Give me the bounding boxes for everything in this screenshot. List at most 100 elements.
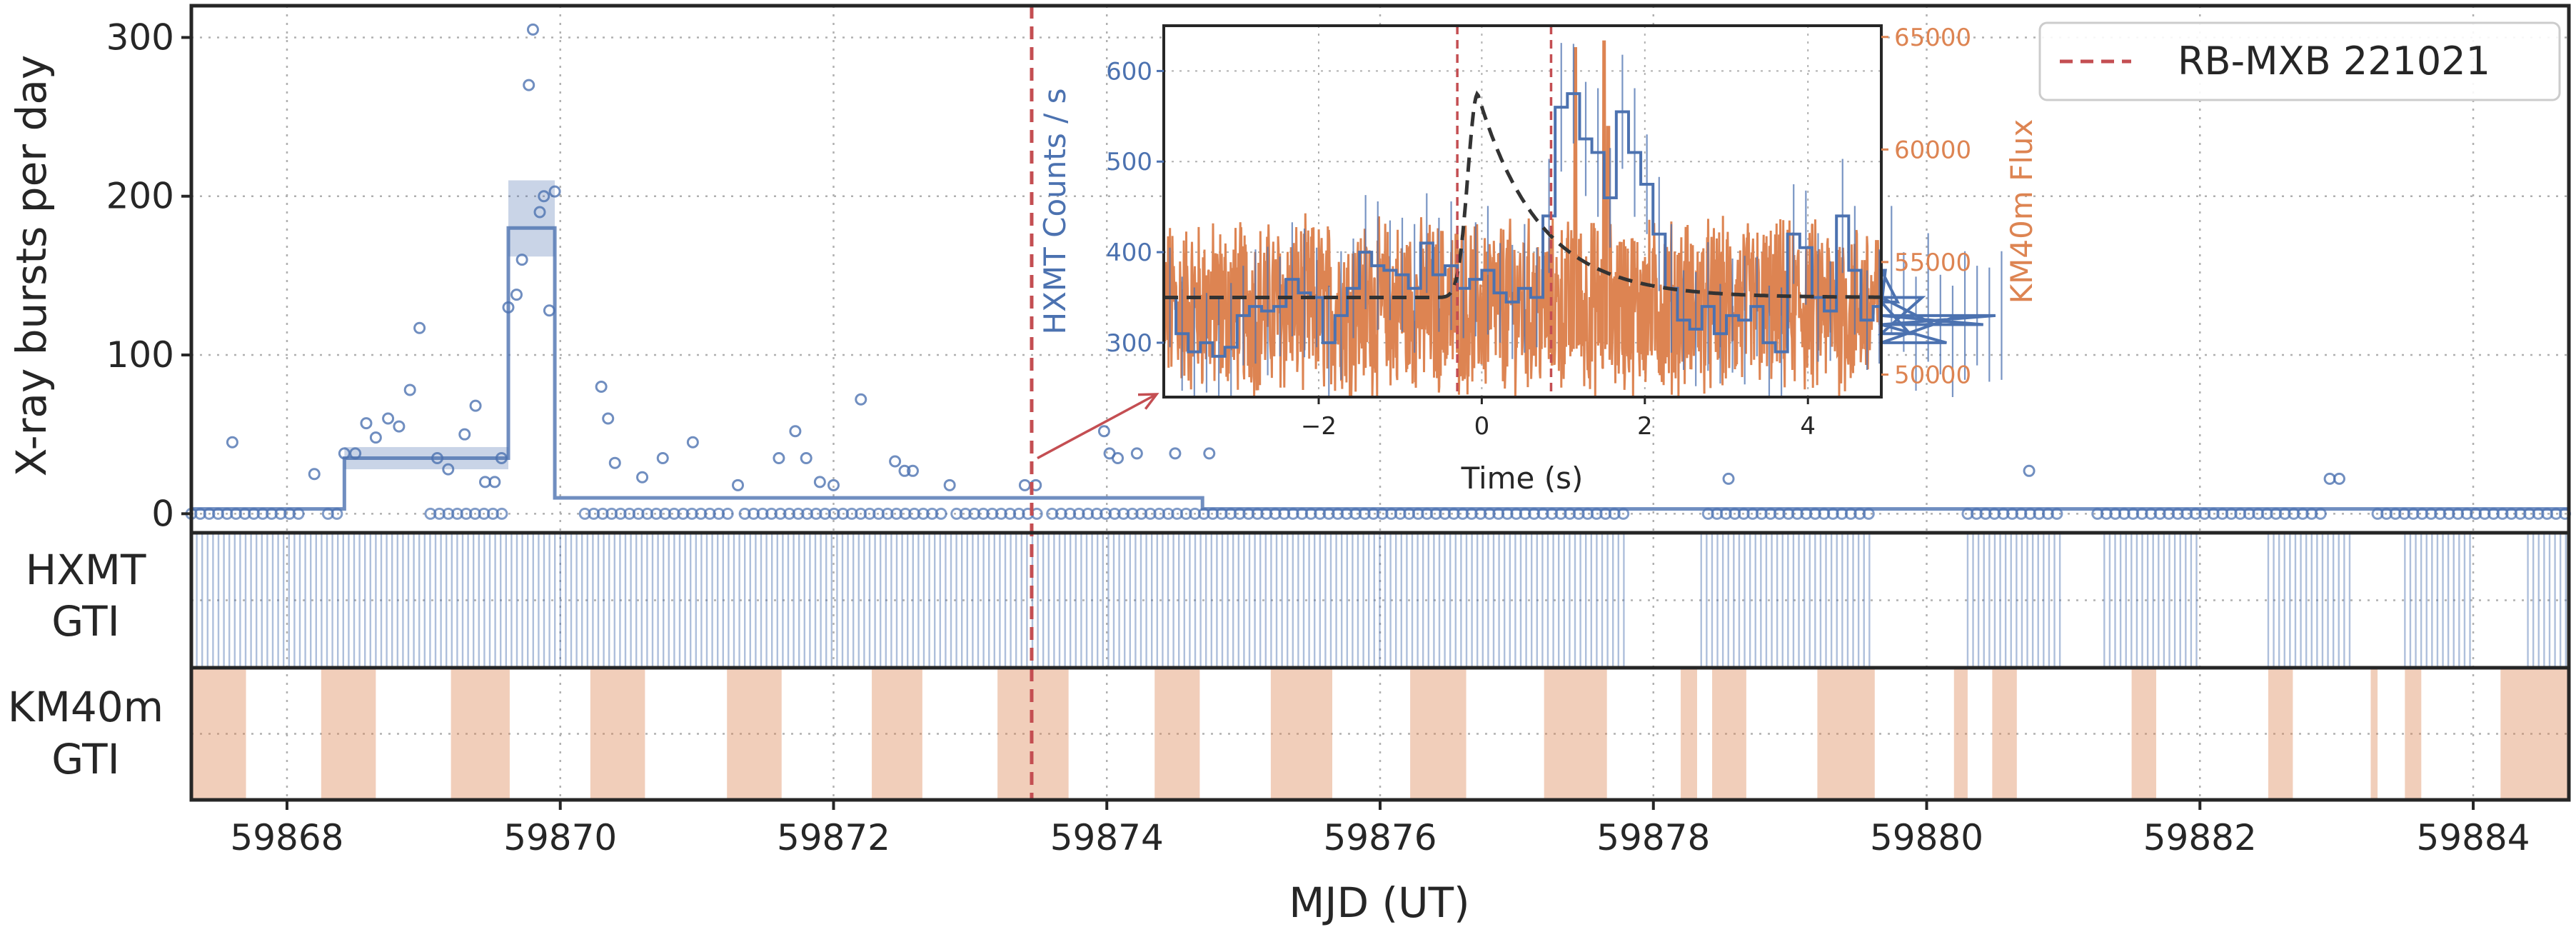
burst-point-21	[526, 23, 539, 36]
burst-point-42	[943, 478, 956, 491]
y-tick-label-2: 200	[106, 176, 174, 217]
x-tick-label-3: 59874	[1050, 817, 1164, 858]
burst-point-37	[827, 478, 840, 491]
burst-point-19	[515, 254, 528, 266]
burst-point-8	[403, 384, 416, 396]
inset-yr-tick-label-1: 55000	[1894, 249, 1971, 277]
y-tick-label-3: 300	[106, 16, 174, 58]
inset-yl-tick-label-1: 400	[1106, 239, 1152, 267]
burst-point-41	[906, 464, 919, 477]
inset-axis-ticks: −2 0 2 4 300 400 500 600 50000 55000 60000 65000	[1106, 24, 1971, 441]
burst-point-52	[2023, 464, 2036, 477]
hxmt-gti-label-line2: GTI	[51, 597, 119, 646]
km40m-gti-interval-11	[1681, 669, 1697, 798]
km40m-gti-interval-10	[1544, 669, 1607, 798]
burst-point-9	[413, 321, 426, 334]
km40m-gti-interval-4	[727, 669, 782, 798]
x-tick-label-8: 59884	[2417, 817, 2530, 858]
burst-point-7	[393, 420, 406, 433]
km40m-gti-interval-8	[1270, 669, 1333, 798]
x-tick-label-6: 59880	[1870, 817, 1983, 858]
burst-rate-step-line	[191, 226, 2569, 511]
inset-x-tick-label-0: −2	[1301, 412, 1337, 441]
burst-point-1	[308, 468, 321, 481]
x-tick-label-5: 59878	[1596, 817, 1710, 858]
inset-x-tick-label-3: 4	[1800, 412, 1816, 441]
burst-point-12	[458, 428, 471, 441]
burst-point-35	[800, 452, 812, 465]
burst-point-26	[595, 380, 608, 393]
burst-point-49	[1169, 447, 1182, 460]
burst-point-4	[360, 417, 373, 430]
burst-point-27	[602, 412, 615, 425]
km40m-gti-interval-16	[2131, 669, 2157, 798]
burst-point-20	[523, 79, 535, 91]
burst-point-34	[789, 425, 802, 438]
burst-point-48	[1130, 447, 1143, 460]
burst-point-32	[732, 478, 745, 491]
zero-burst-point-23	[495, 507, 508, 520]
km40m-gti-interval-14	[1953, 669, 1968, 798]
burst-point-13	[469, 399, 482, 412]
burst-point-28	[608, 456, 621, 469]
burst-point-5	[369, 431, 382, 444]
legend: RB-MXB 221021	[2038, 21, 2561, 101]
burst-point-40	[898, 464, 911, 477]
zero-burst-point-63	[935, 507, 947, 520]
inset-yr-tick-label-3: 65000	[1894, 24, 1971, 52]
burst-point-22	[533, 206, 546, 219]
km40m-gti-interval-18	[2370, 669, 2378, 798]
burst-model-curve	[1164, 90, 1881, 299]
inset-burst-lightcurve: −2 0 2 4 300 400 500 600 50000 55000 60000 65000 Ti…	[1037, 24, 2039, 496]
burst-point-54	[2333, 472, 2345, 485]
inset-yr-tick-label-0: 50000	[1894, 361, 1971, 389]
hxmt-gti-bands	[190, 534, 2567, 666]
x-tick-label-2: 59872	[777, 817, 890, 858]
km40m-gti-interval-19	[2405, 669, 2422, 798]
km40m-gti-interval-7	[1154, 669, 1200, 798]
burst-point-24	[543, 304, 555, 317]
inset-yl-tick-label-0: 300	[1106, 329, 1152, 358]
km40m-gti-interval-20	[2500, 669, 2569, 798]
inset-marker-lines	[1456, 26, 1553, 397]
burst-rate-uncertainty-bands	[344, 180, 555, 470]
inset-right-y-axis-label: KM40m Flux	[2004, 119, 2039, 304]
mjd-x-axis-label: MJD (UT)	[1289, 878, 1469, 927]
km40m-gti-interval-9	[1410, 669, 1466, 798]
burst-point-29	[636, 471, 649, 483]
km40m-gti-interval-15	[1992, 669, 2017, 798]
x-tick-label-4: 59876	[1323, 817, 1437, 858]
burst-point-0	[226, 436, 238, 449]
burst-point-45	[1097, 425, 1110, 438]
inset-pointer-arrowhead	[1137, 393, 1159, 410]
hxmt-gti-label-line1: HXMT	[26, 546, 146, 594]
burst-point-36	[813, 476, 826, 488]
panel-frame-2	[189, 666, 2571, 802]
inset-x-tick-label-1: 0	[1474, 412, 1490, 441]
burst-point-33	[773, 452, 785, 465]
burst-point-25	[548, 185, 561, 198]
km40m-flux-series	[1162, 40, 1883, 398]
km40m-gti-interval-1	[321, 669, 376, 798]
inset-pointer-arrow	[1037, 393, 1157, 460]
x-tick-label-1: 59870	[503, 817, 617, 858]
burst-point-39	[889, 455, 902, 468]
burst-point-47	[1112, 452, 1125, 465]
x-tick-label-7: 59882	[2143, 817, 2257, 858]
main-axis-ticks: 59868 59870 59872 59874 59876 59878 59880 59882…	[106, 16, 2530, 858]
x-tick-label-0: 59868	[230, 817, 343, 858]
burst-point-43	[1018, 478, 1031, 491]
inset-yl-tick-label-2: 500	[1106, 148, 1152, 176]
km40m-gti-interval-13	[1817, 669, 1875, 798]
legend-label-event: RB-MXB 221021	[2178, 39, 2490, 84]
burst-point-6	[382, 412, 395, 425]
km40m-gti-interval-5	[872, 669, 922, 798]
legend-box	[2038, 21, 2561, 101]
burst-point-15	[488, 476, 501, 488]
inset-yr-tick-label-2: 60000	[1894, 136, 1971, 164]
burst-point-38	[855, 393, 867, 406]
inset-x-tick-label-2: 2	[1637, 412, 1653, 441]
hxmt-counts-step-series	[1164, 92, 1996, 358]
burst-point-30	[656, 452, 669, 465]
